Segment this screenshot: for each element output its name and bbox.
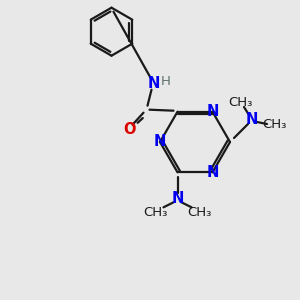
Text: N: N	[246, 112, 258, 128]
Text: CH₃: CH₃	[187, 206, 212, 219]
Text: N: N	[206, 104, 219, 119]
Text: N: N	[171, 191, 184, 206]
Text: CH₃: CH₃	[228, 95, 252, 109]
Text: N: N	[147, 76, 160, 91]
Text: N: N	[154, 134, 166, 149]
Text: CH₃: CH₃	[143, 206, 168, 219]
Text: CH₃: CH₃	[262, 118, 286, 131]
Text: O: O	[123, 122, 136, 137]
Text: N: N	[206, 165, 219, 180]
Text: H: H	[160, 75, 170, 88]
